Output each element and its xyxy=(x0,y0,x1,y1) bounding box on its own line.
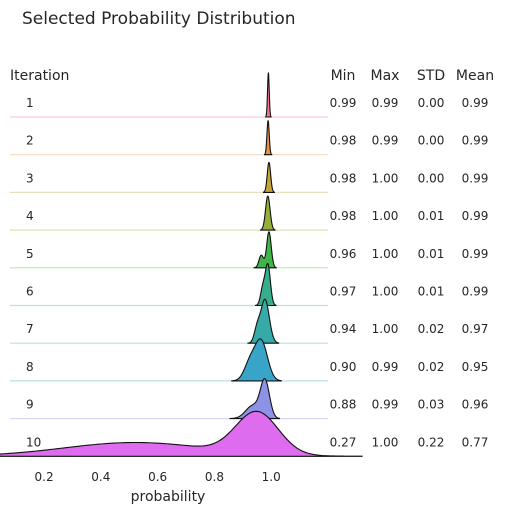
stat-std-8: 0.02 xyxy=(418,360,445,374)
ridge-10 xyxy=(0,410,363,457)
stat-std-3: 0.00 xyxy=(418,171,445,185)
stat-mean-4: 0.99 xyxy=(462,209,489,223)
stat-mean-7: 0.97 xyxy=(462,322,489,336)
iteration-label-5: 5 xyxy=(26,247,34,261)
stat-mean-8: 0.95 xyxy=(462,360,489,374)
stat-min-1: 0.99 xyxy=(330,96,357,110)
ridge-6 xyxy=(254,262,277,307)
stat-mean-5: 0.99 xyxy=(462,247,489,261)
x-tick-0.2: 0.2 xyxy=(35,470,54,484)
chart-title: Selected Probability Distribution xyxy=(22,9,296,29)
ridge-7 xyxy=(247,298,280,344)
stat-min-4: 0.98 xyxy=(330,209,357,223)
stat-headers: Min Max STD Mean xyxy=(331,68,495,84)
stat-min-6: 0.97 xyxy=(330,285,357,299)
stat-max-5: 1.00 xyxy=(372,247,399,261)
ridge-1 xyxy=(265,72,272,118)
stat-max-4: 1.00 xyxy=(372,209,399,223)
stat-min-10: 0.27 xyxy=(330,435,357,449)
iteration-label-4: 4 xyxy=(26,209,34,223)
stat-mean-6: 0.99 xyxy=(462,285,489,299)
iteration-label-1: 1 xyxy=(26,96,34,110)
x-tick-0.4: 0.4 xyxy=(91,470,110,484)
stat-std-6: 0.01 xyxy=(418,285,445,299)
stat-mean-10: 0.77 xyxy=(462,435,489,449)
stat-max-8: 0.99 xyxy=(372,360,399,374)
stat-mean-1: 0.99 xyxy=(462,96,489,110)
iteration-label-3: 3 xyxy=(26,171,34,185)
ridges xyxy=(0,72,363,457)
x-tick-0.8: 0.8 xyxy=(205,470,224,484)
row-baselines xyxy=(10,116,328,457)
ridge-9 xyxy=(229,378,281,420)
iteration-label-9: 9 xyxy=(26,398,34,412)
iteration-label-10: 10 xyxy=(26,435,41,449)
iteration-label-2: 2 xyxy=(26,134,34,148)
stat-max-1: 0.99 xyxy=(372,96,399,110)
stat-header-std: STD xyxy=(417,68,445,84)
stat-std-9: 0.03 xyxy=(418,398,445,412)
stat-std-1: 0.00 xyxy=(418,96,445,110)
stat-std-2: 0.00 xyxy=(418,134,445,148)
stat-max-7: 1.00 xyxy=(372,322,399,336)
stat-header-min: Min xyxy=(331,68,356,84)
stat-min-2: 0.98 xyxy=(330,134,357,148)
stat-min-7: 0.94 xyxy=(330,322,357,336)
ridge-5 xyxy=(253,231,277,269)
iteration-label-6: 6 xyxy=(26,285,34,299)
iteration-label-7: 7 xyxy=(26,322,34,336)
stat-min-3: 0.98 xyxy=(330,171,357,185)
stat-max-2: 0.99 xyxy=(372,134,399,148)
stat-max-9: 0.99 xyxy=(372,398,399,412)
stat-std-7: 0.02 xyxy=(418,322,445,336)
stat-mean-3: 0.99 xyxy=(462,171,489,185)
ridge-2 xyxy=(263,120,273,156)
stat-max-10: 1.00 xyxy=(372,435,399,449)
ridge-4 xyxy=(259,195,276,231)
x-tick-1.0: 1.0 xyxy=(262,470,281,484)
stat-mean-9: 0.96 xyxy=(462,398,489,412)
ridge-8 xyxy=(231,338,282,382)
stat-header-max: Max xyxy=(371,68,400,84)
stat-header-mean: Mean xyxy=(456,68,494,84)
stat-min-5: 0.96 xyxy=(330,247,357,261)
x-axis: 0.2 0.4 0.6 0.8 1.0 xyxy=(35,470,281,484)
stat-max-6: 1.00 xyxy=(372,285,399,299)
x-axis-label: probability xyxy=(131,489,206,505)
iteration-labels: 1 2 3 4 5 6 7 8 9 10 xyxy=(26,96,41,449)
iteration-header: Iteration xyxy=(10,68,69,84)
iteration-label-8: 8 xyxy=(26,360,34,374)
stat-std-10: 0.22 xyxy=(418,435,445,449)
stat-min-9: 0.88 xyxy=(330,398,357,412)
stat-std-4: 0.01 xyxy=(418,209,445,223)
stat-max-3: 1.00 xyxy=(372,171,399,185)
stat-mean-2: 0.99 xyxy=(462,134,489,148)
x-tick-0.6: 0.6 xyxy=(148,470,167,484)
ridge-3 xyxy=(262,161,275,193)
stat-std-5: 0.01 xyxy=(418,247,445,261)
stat-min-8: 0.90 xyxy=(330,360,357,374)
stat-table: 0.99 0.99 0.00 0.99 0.98 0.99 0.00 0.99 0.98 1.00… xyxy=(330,96,489,449)
